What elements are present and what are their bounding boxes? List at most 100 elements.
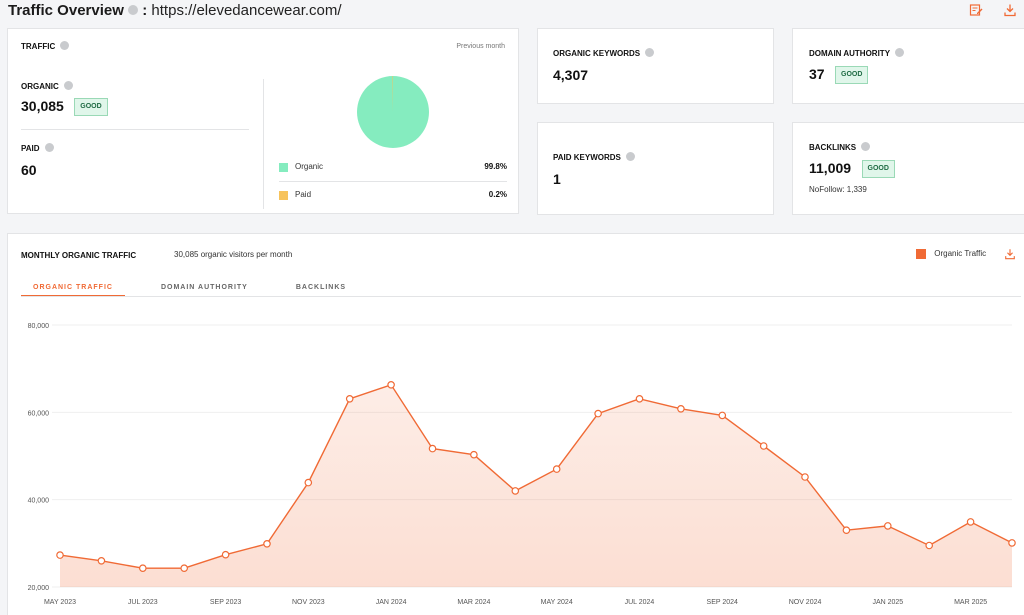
data-point[interactable] — [263, 540, 271, 548]
traffic-pie-chart — [357, 75, 429, 148]
data-point[interactable] — [594, 409, 602, 418]
y-tick-label: 20,000 — [28, 585, 50, 592]
tab-backlinks[interactable]: BACKLINKS — [295, 284, 347, 291]
organic-label: ORGANIC — [21, 81, 74, 91]
legend-label: Organic Traffic — [934, 249, 987, 259]
x-tick-label: JUL 2023 — [128, 599, 158, 606]
y-axis: 20,000 40,000 60,000 80,000 — [28, 323, 50, 592]
domain-authority-label: DOMAIN AUTHORITY — [809, 48, 905, 58]
data-point[interactable] — [221, 550, 230, 559]
backlinks-label: BACKLINKS — [809, 142, 871, 152]
backlinks-value-row: 11,009 GOOD — [809, 160, 895, 178]
page-title: Traffic Overview : https://elevedancewea… — [8, 2, 342, 19]
domain-authority-badge: GOOD — [835, 66, 869, 84]
x-tick-label: MAY 2023 — [44, 599, 76, 606]
data-point[interactable] — [511, 487, 520, 495]
divider — [21, 129, 249, 130]
help-icon[interactable] — [861, 142, 871, 152]
tab-domain-authority[interactable]: DOMAIN AUTHORITY — [160, 284, 248, 291]
data-point[interactable] — [677, 405, 685, 413]
data-point[interactable] — [470, 450, 478, 459]
legend-paid: Paid 0.2% — [279, 187, 507, 205]
organic-traffic-area — [60, 384, 1012, 587]
domain-authority-card: DOMAIN AUTHORITY 37 GOOD — [792, 28, 1024, 104]
y-tick-label: 80,000 — [28, 323, 50, 330]
organic-status-badge: GOOD — [74, 98, 108, 116]
download-icon[interactable] — [1002, 2, 1018, 18]
nofollow-count: NoFollow: 1,339 — [809, 185, 867, 194]
data-point[interactable] — [180, 564, 189, 573]
data-point[interactable] — [304, 478, 313, 487]
period-label: Previous month — [456, 43, 505, 50]
data-point[interactable] — [842, 526, 851, 535]
backlinks-value: 11,009 — [809, 160, 852, 177]
data-point[interactable] — [966, 518, 975, 526]
monthly-subtitle: 30,085 organic visitors per month — [174, 250, 293, 259]
organic-value: 30,085 — [21, 98, 64, 115]
domain-authority-value: 37 — [809, 66, 825, 83]
help-icon[interactable] — [44, 143, 54, 153]
chart-legend[interactable]: Organic Traffic — [916, 249, 986, 259]
domain-authority-value-row: 37 GOOD — [809, 66, 869, 84]
backlinks-card: BACKLINKS 11,009 GOOD NoFollow: 1,339 — [792, 122, 1024, 215]
data-point[interactable] — [56, 551, 64, 559]
download-icon[interactable] — [1002, 246, 1018, 262]
paid-label-text: PAID — [21, 144, 40, 153]
organic-value-row: 30,085 GOOD — [21, 98, 108, 116]
legend-organic: Organic 99.8% — [279, 159, 507, 177]
paid-value: 60 — [21, 162, 37, 178]
domain-url: https://elevedancewear.com/ — [151, 2, 342, 19]
data-point[interactable] — [428, 444, 437, 453]
page-title-text: Traffic Overview — [8, 2, 124, 19]
data-point[interactable] — [801, 473, 809, 481]
x-tick-label: SEP 2024 — [707, 599, 739, 606]
x-tick-label: JUL 2024 — [625, 599, 655, 606]
legend-paid-pct: 0.2% — [488, 190, 507, 199]
data-point[interactable] — [883, 522, 892, 530]
data-point[interactable] — [139, 564, 147, 573]
x-tick-label: JAN 2024 — [376, 599, 407, 606]
help-icon[interactable] — [645, 48, 655, 58]
paid-label: PAID — [21, 143, 54, 153]
organic-keywords-label: ORGANIC KEYWORDS — [553, 48, 655, 58]
tabs-underline — [21, 296, 1021, 297]
page-header: Traffic Overview : https://elevedancewea… — [0, 0, 1024, 26]
organic-traffic-chart: 20,000 40,000 60,000 80,000 MAY 2023 JUL 202… — [28, 323, 1016, 606]
data-point[interactable] — [925, 541, 934, 550]
paid-keywords-label-text: PAID KEYWORDS — [553, 153, 621, 162]
organic-swatch — [279, 163, 288, 172]
data-point[interactable] — [387, 381, 395, 389]
data-point[interactable] — [97, 556, 106, 565]
help-icon[interactable] — [895, 48, 905, 58]
x-tick-label: SEP 2023 — [210, 599, 242, 606]
legend-organic-pct: 99.8% — [484, 162, 507, 171]
organic-keywords-card: ORGANIC KEYWORDS 4,307 — [537, 28, 774, 104]
domain-authority-label-text: DOMAIN AUTHORITY — [809, 49, 890, 58]
organic-label-text: ORGANIC — [21, 82, 59, 91]
traffic-label-text: TRAFFIC — [21, 42, 56, 51]
traffic-label: TRAFFIC — [21, 41, 70, 51]
edit-report-icon[interactable] — [968, 2, 984, 18]
y-tick-label: 60,000 — [28, 410, 50, 417]
organic-keywords-label-text: ORGANIC KEYWORDS — [553, 49, 641, 58]
divider — [263, 79, 264, 209]
data-point[interactable] — [552, 465, 561, 473]
organic-traffic-line — [59, 383, 1013, 569]
data-point[interactable] — [759, 442, 768, 450]
x-tick-label: NOV 2023 — [292, 599, 325, 606]
paid-keywords-label: PAID KEYWORDS — [553, 152, 636, 162]
x-axis: MAY 2023 JUL 2023 SEP 2023 NOV 2023 JAN 2024… — [44, 599, 987, 606]
help-icon[interactable] — [128, 5, 139, 16]
x-tick-label: MAR 2024 — [457, 599, 490, 606]
help-icon[interactable] — [60, 41, 70, 51]
data-point[interactable] — [718, 411, 727, 420]
data-point[interactable] — [635, 395, 644, 403]
x-tick-label: MAR 2025 — [954, 599, 987, 606]
data-point[interactable] — [1008, 539, 1016, 547]
help-icon[interactable] — [64, 81, 74, 91]
traffic-card: TRAFFIC Previous month ORGANIC 30,085 GO… — [7, 28, 519, 214]
data-point[interactable] — [345, 395, 354, 403]
monthly-title: MONTHLY ORGANIC TRAFFIC — [21, 251, 137, 260]
help-icon[interactable] — [626, 152, 636, 162]
legend-swatch — [916, 249, 926, 259]
